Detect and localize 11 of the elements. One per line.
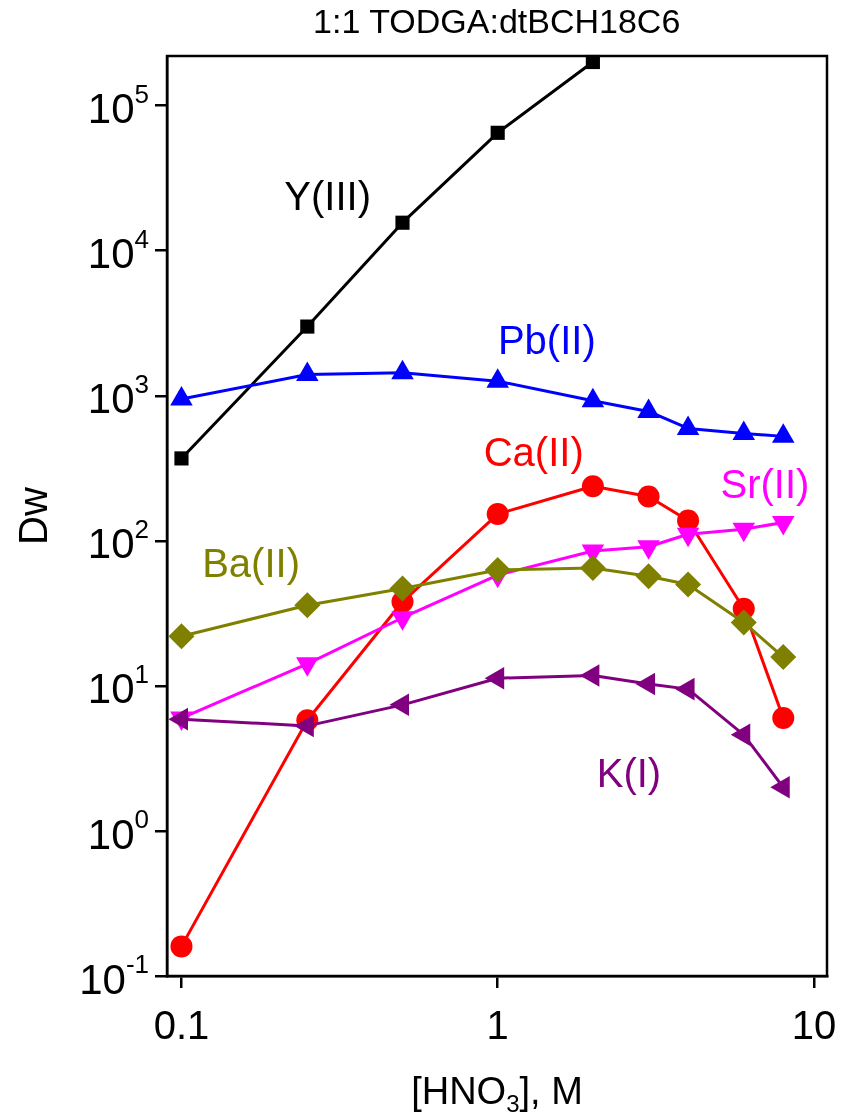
series-label: Pb(II) (497, 318, 596, 363)
series-label: Ca(II) (483, 430, 584, 475)
series-label: Sr(II) (720, 462, 810, 507)
chart-title: 1:1 TODGA:dtBCH18C6 (313, 2, 681, 41)
series-label: Y(III) (284, 173, 372, 218)
series-label: K(I) (596, 750, 662, 795)
x-tick-label: 0.1 (153, 1003, 210, 1048)
x-tick-label: 10 (791, 1003, 837, 1048)
series-label: Ba(II) (202, 541, 300, 586)
x-tick-label: 1 (486, 1003, 509, 1048)
y-axis-title: Dw (11, 487, 56, 545)
